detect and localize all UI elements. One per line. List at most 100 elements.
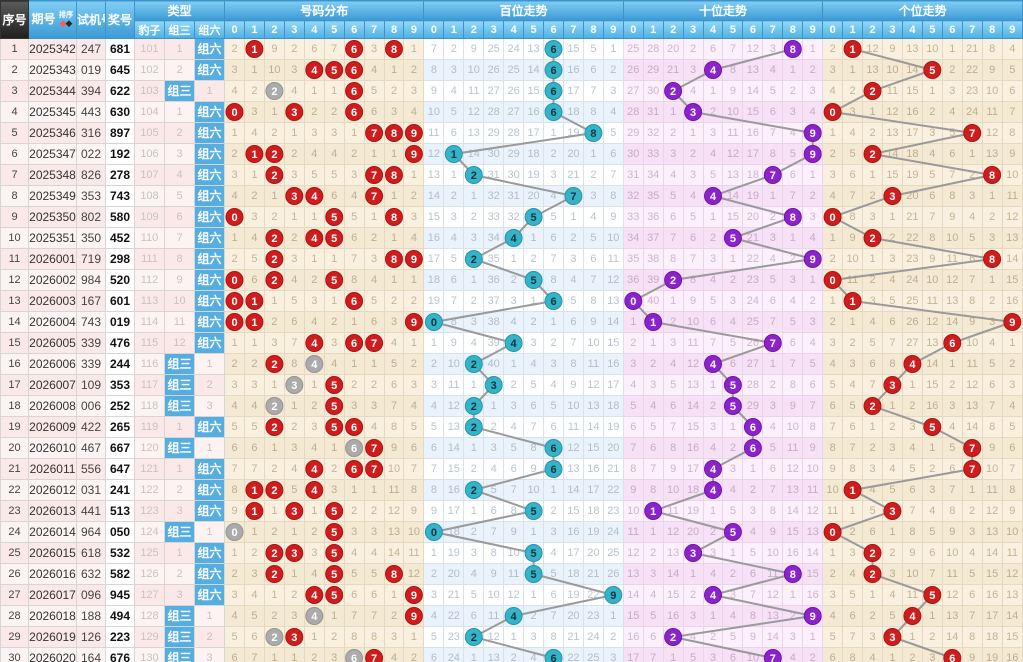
digit-header: 5 [722, 20, 744, 39]
tens-cell [762, 332, 784, 354]
tens-cell: 7 [702, 332, 724, 354]
tens-cell: 12 [722, 143, 744, 165]
dist-cell: 1 [283, 563, 305, 585]
hundreds-cell: 1 [582, 143, 604, 165]
hundreds-cell: 13 [562, 458, 584, 480]
hundreds-cell: 6 [543, 416, 564, 438]
hundreds-cell [523, 269, 545, 291]
dist-cell: 2 [303, 647, 325, 662]
hundreds-cell [543, 290, 564, 312]
dist-cell: 2 [224, 248, 245, 270]
cell-type-zusan: 8 [164, 248, 195, 270]
units-cell: 5 [981, 353, 1003, 375]
hundreds-cell: 19 [523, 164, 545, 186]
cell-type-zuliu: 1 [193, 605, 226, 627]
units-cell: 12 [941, 269, 963, 291]
sort-asc-icon[interactable]: ◆ [59, 18, 67, 28]
units-cell: 3 [842, 542, 864, 564]
units-cell: 23 [961, 80, 983, 102]
dist-cell: 7 [243, 647, 265, 662]
units-cell: 2 [921, 101, 943, 123]
cell-type-zuliu: 1 [193, 437, 226, 459]
hundreds-cell: 3 [463, 227, 485, 249]
dist-cell: 5 [363, 290, 385, 312]
hundreds-cell: 3 [443, 59, 465, 81]
dist-cell: 3 [383, 311, 405, 333]
cell-period: 2025349 [28, 185, 77, 207]
units-cell: 1 [1001, 332, 1023, 354]
tens-cell: 21 [742, 227, 764, 249]
dist-cell: 2 [363, 227, 385, 249]
dist-cell: 6 [343, 227, 365, 249]
cell-serial: 9 [0, 206, 29, 228]
cell-type-zuliu: 组六 [193, 269, 226, 291]
hundreds-cell: 21 [582, 563, 604, 585]
sort-control[interactable]: 排序 ◆◆ [58, 11, 74, 28]
tens-cell: 5 [702, 164, 724, 186]
tens-cell: 7 [762, 311, 784, 333]
dist-cell: 2 [243, 542, 265, 564]
tens-cell: 23 [742, 269, 764, 291]
dist-cell: 10 [403, 521, 425, 543]
tens-cell: 4 [642, 395, 664, 417]
tens-cell: 2 [702, 227, 724, 249]
hundreds-cell [543, 59, 564, 81]
tens-cell: 5 [722, 500, 744, 522]
dist-cell: 1 [283, 647, 305, 662]
cell-period: 2026007 [28, 374, 77, 396]
table-row: 26 2026016 632 582 126 2 组六 2 3 1 4 5 5 12 2 20 4 9 11 5 18 2… [0, 563, 1023, 585]
cell-type-baozi: 126 [134, 563, 165, 585]
tens-cell: 1 [782, 59, 804, 81]
units-cell: 5 [881, 290, 903, 312]
tens-cell: 13 [722, 164, 744, 186]
dist-cell: 3 [343, 164, 365, 186]
hundreds-cell: 25 [483, 38, 505, 60]
cell-serial: 11 [0, 248, 29, 270]
units-cell: 6 [961, 248, 983, 270]
cell-type-baozi: 124 [134, 521, 165, 543]
hundreds-cell: 7 [483, 521, 505, 543]
units-cell: 2 [862, 605, 883, 627]
dist-cell: 9 [383, 437, 405, 459]
tens-cell [722, 374, 744, 396]
units-cell: 13 [1001, 584, 1023, 606]
tens-cell: 3 [662, 143, 684, 165]
tens-cell: 4 [682, 80, 704, 102]
sort-desc-icon[interactable]: ◆ [65, 18, 73, 28]
units-cell: 13 [981, 521, 1003, 543]
units-cell: 21 [961, 38, 983, 60]
hundreds-cell: 18 [423, 269, 445, 291]
digit-header: 0 [622, 20, 644, 39]
units-cell: 1 [842, 500, 864, 522]
table-row: 25 2026015 618 532 125 1 组六 1 2 3 4 4 14 11 1 19 3 8 10 4 17… [0, 542, 1023, 564]
tens-cell: 10 [622, 500, 644, 522]
tens-cell: 1 [722, 248, 744, 270]
units-cell: 3 [862, 626, 883, 648]
units-cell: 3 [842, 353, 864, 375]
cell-prize: 667 [105, 437, 135, 459]
units-cell: 2 [862, 269, 883, 291]
hundreds-cell: 20 [582, 542, 604, 564]
tens-cell: 1 [802, 38, 824, 60]
hundreds-cell: 15 [562, 38, 584, 60]
digit-header: 9 [403, 20, 425, 39]
hundreds-cell: 16 [443, 479, 465, 501]
tens-cell: 28 [742, 374, 764, 396]
dist-cell: 5 [283, 479, 305, 501]
hundreds-cell: 9 [483, 563, 505, 585]
col-header-period[interactable]: 期号 排序 ◆◆ [28, 0, 77, 39]
hundreds-cell: 2 [523, 248, 545, 270]
tens-cell: 38 [642, 248, 664, 270]
dist-cell [283, 374, 305, 396]
hundreds-cell: 12 [483, 626, 505, 648]
tens-cell: 3 [722, 458, 744, 480]
hundreds-cell: 3 [543, 353, 564, 375]
hundreds-cell: 15 [523, 80, 545, 102]
cell-type-baozi: 125 [134, 542, 165, 564]
hundreds-cell: 4 [523, 647, 545, 662]
dist-cell: 3 [303, 122, 325, 144]
hundreds-cell: 17 [423, 248, 445, 270]
hundreds-cell: 2 [562, 227, 584, 249]
dist-cell: 1 [243, 164, 265, 186]
units-cell: 2 [961, 500, 983, 522]
